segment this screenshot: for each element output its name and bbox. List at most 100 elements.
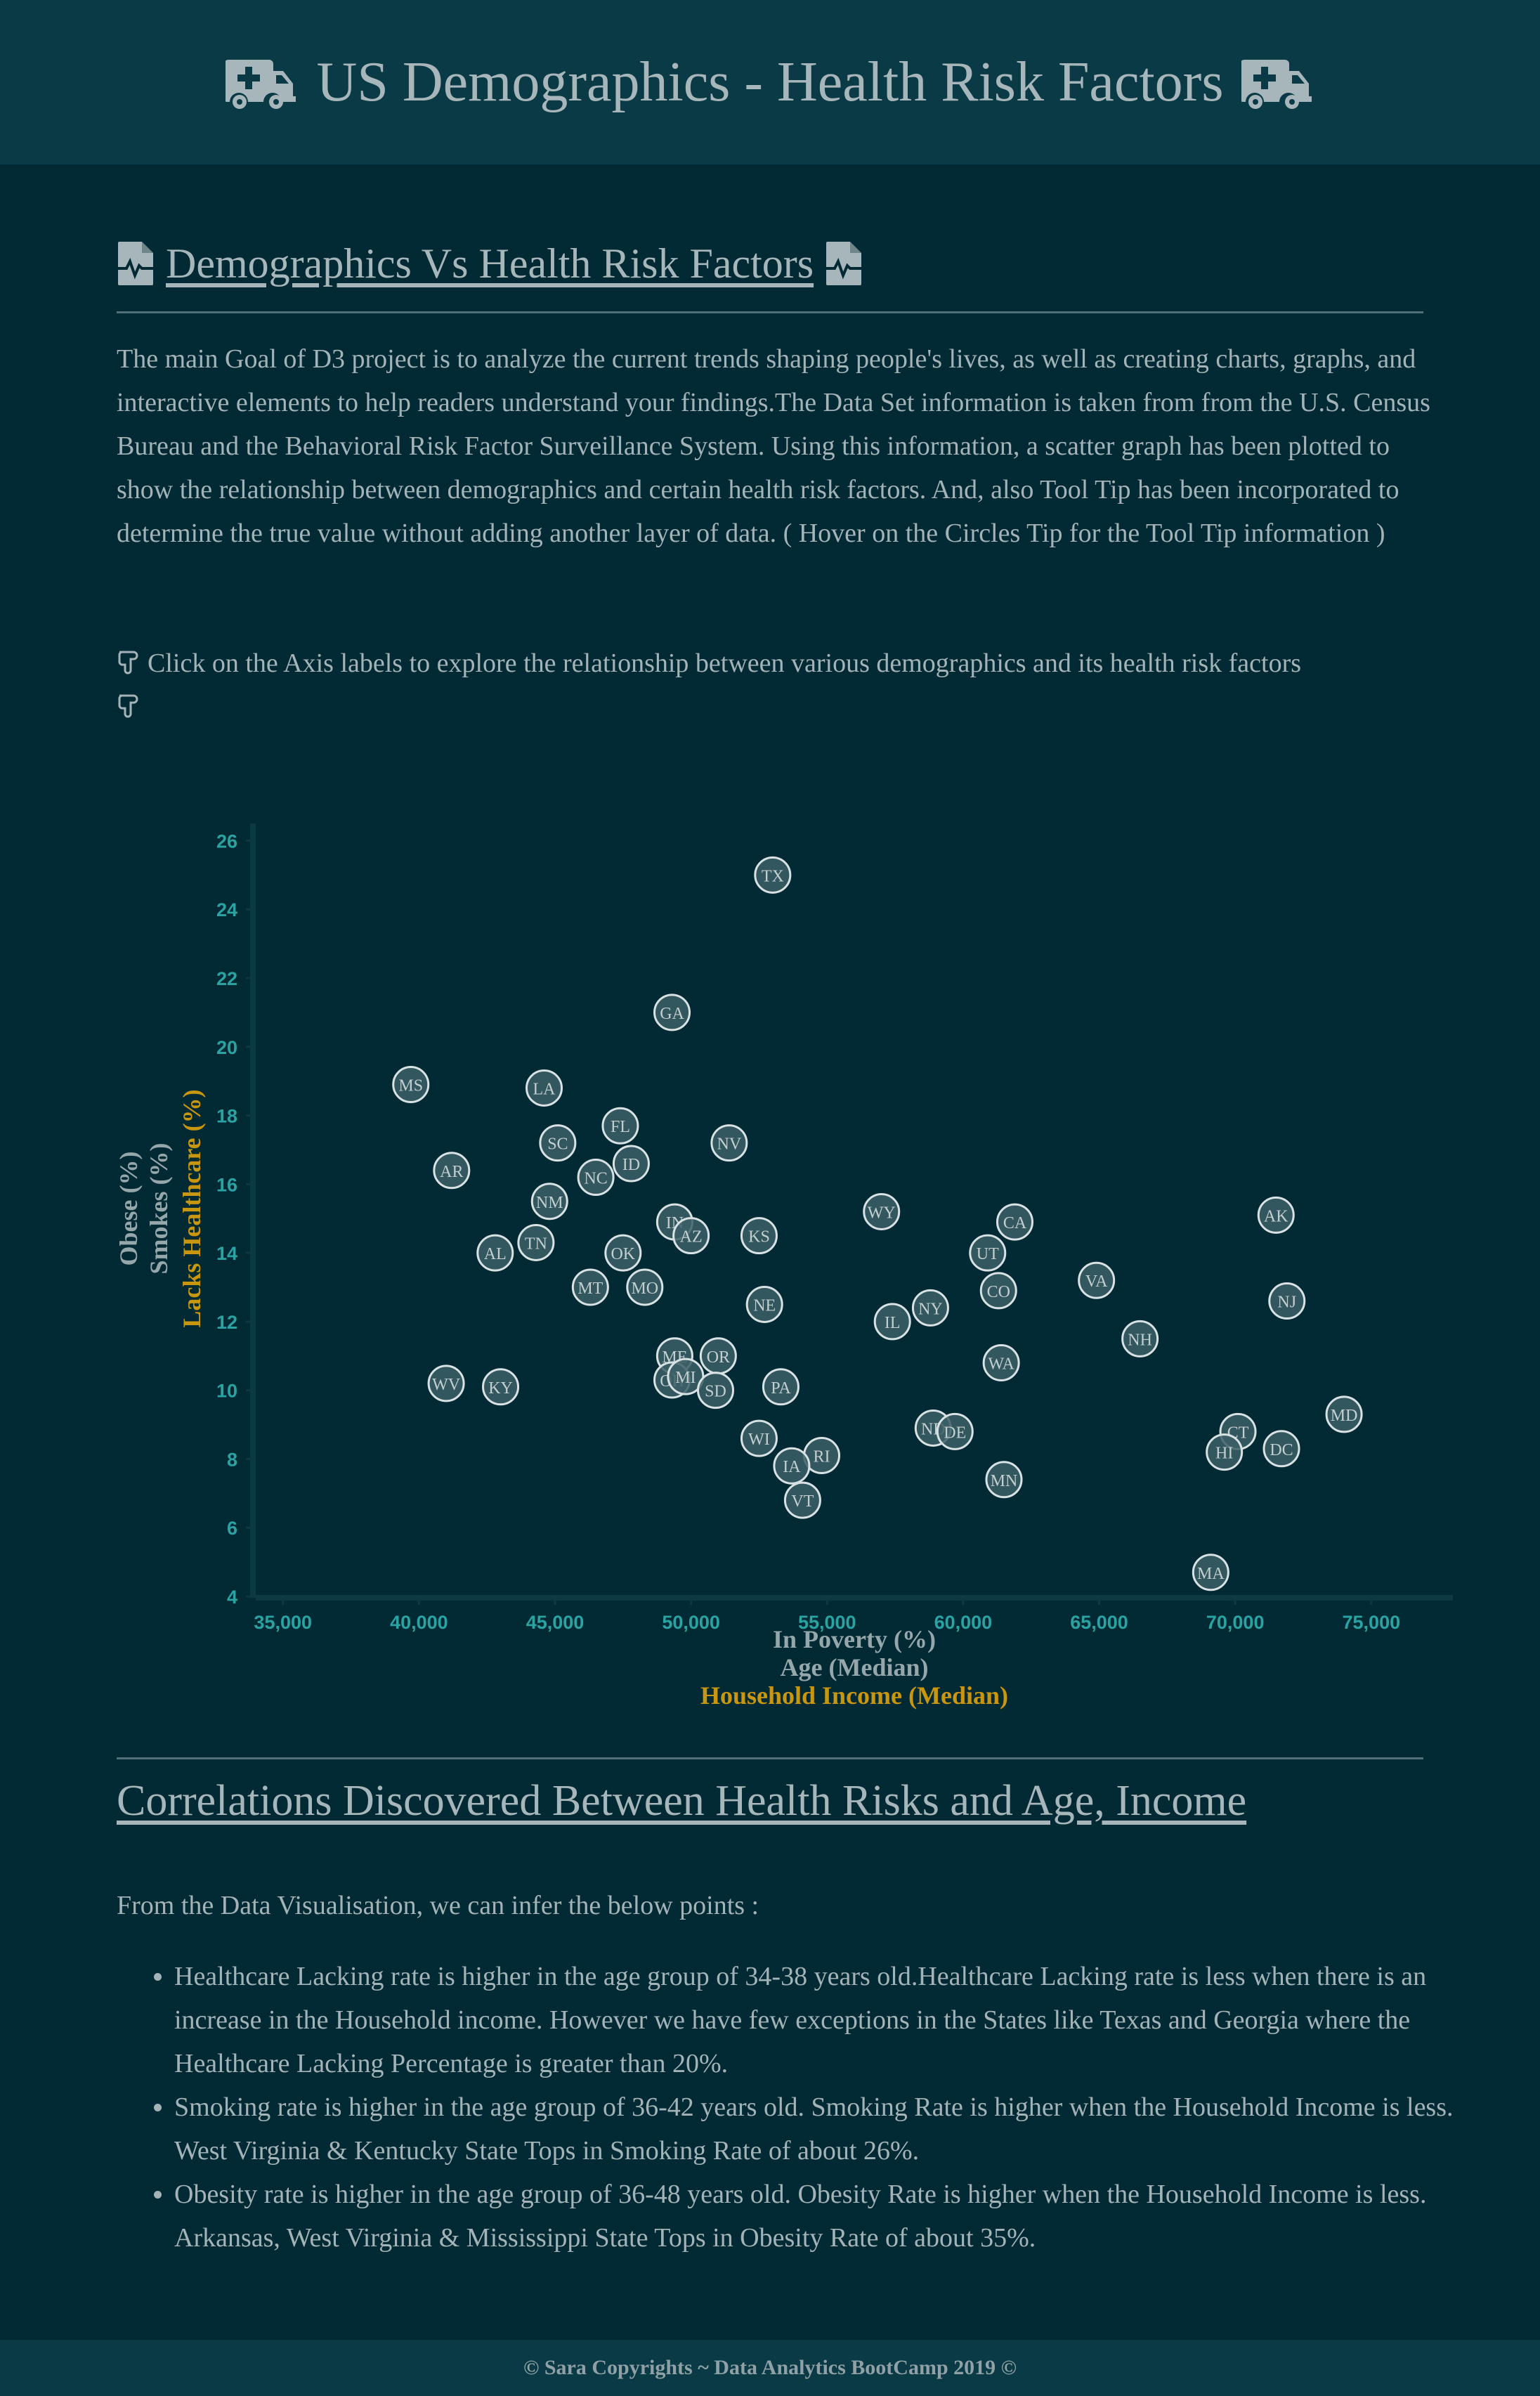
state-marker[interactable] bbox=[1268, 1282, 1306, 1320]
x-axis-label-option[interactable]: Age (Median) bbox=[781, 1653, 929, 1681]
x-axis-label-option[interactable]: Household Income (Median) bbox=[700, 1681, 1008, 1710]
y-tick-label: 14 bbox=[216, 1243, 237, 1264]
y-axis-label-option[interactable]: Lacks Healthcare (%) bbox=[178, 1089, 206, 1327]
state-marker[interactable] bbox=[1325, 1395, 1363, 1433]
state-label: SC bbox=[547, 1135, 568, 1154]
state-label: VA bbox=[1085, 1272, 1108, 1291]
state-label: FL bbox=[611, 1118, 630, 1136]
state-marker[interactable] bbox=[754, 856, 792, 894]
x-tick-label: 60,000 bbox=[934, 1612, 993, 1633]
state-marker[interactable] bbox=[1121, 1320, 1159, 1357]
state-marker[interactable] bbox=[996, 1203, 1033, 1241]
state-marker[interactable] bbox=[762, 1368, 800, 1406]
x-tick-label: 50,000 bbox=[662, 1612, 720, 1633]
state-marker[interactable] bbox=[1206, 1433, 1244, 1471]
project-description: The main Goal of D3 project is to analyz… bbox=[117, 344, 1430, 548]
state-label: SD bbox=[705, 1383, 726, 1401]
state-marker[interactable] bbox=[740, 1217, 778, 1255]
ambulance-icon bbox=[1241, 60, 1312, 109]
file-medical-icon bbox=[825, 242, 863, 285]
divider bbox=[117, 311, 1423, 313]
state-marker[interactable] bbox=[604, 1234, 642, 1272]
state-marker[interactable] bbox=[672, 1217, 710, 1255]
state-label: NV bbox=[717, 1135, 742, 1154]
state-label: AK bbox=[1264, 1207, 1288, 1225]
state-marker[interactable] bbox=[653, 994, 691, 1031]
x-tick-label: 40,000 bbox=[390, 1612, 448, 1633]
state-marker[interactable] bbox=[392, 1066, 430, 1104]
state-label: WA bbox=[988, 1355, 1014, 1374]
y-axis-label-option[interactable]: Obese (%) bbox=[115, 1152, 143, 1266]
y-axis-label-option[interactable]: Smokes (%) bbox=[145, 1143, 173, 1275]
y-tick-label: 22 bbox=[216, 968, 237, 989]
state-marker[interactable] bbox=[710, 1124, 748, 1162]
state-label: IL bbox=[885, 1314, 901, 1332]
state-marker[interactable] bbox=[626, 1268, 664, 1306]
state-marker[interactable] bbox=[526, 1069, 563, 1107]
state-marker[interactable] bbox=[985, 1461, 1023, 1499]
state-marker[interactable] bbox=[1257, 1196, 1295, 1234]
section-title[interactable]: Demographics Vs Health Risk Factors bbox=[166, 240, 814, 287]
state-label: AZ bbox=[680, 1228, 703, 1246]
state-label: DC bbox=[1270, 1441, 1293, 1459]
x-axis-label-option[interactable]: In Poverty (%) bbox=[773, 1625, 936, 1653]
state-marker[interactable] bbox=[433, 1152, 471, 1190]
file-medical-icon bbox=[117, 242, 155, 285]
state-label: WY bbox=[868, 1204, 896, 1222]
y-tick-label: 6 bbox=[227, 1518, 237, 1539]
state-label: OR bbox=[707, 1348, 730, 1367]
state-label: IA bbox=[783, 1458, 801, 1476]
y-tick-label: 18 bbox=[216, 1106, 237, 1127]
state-marker[interactable] bbox=[740, 1419, 778, 1457]
correlations-intro: From the Data Visualisation, we can infe… bbox=[117, 1891, 759, 1920]
state-marker[interactable] bbox=[911, 1289, 949, 1327]
state-marker[interactable] bbox=[612, 1145, 650, 1183]
state-marker[interactable] bbox=[577, 1159, 615, 1197]
state-marker[interactable] bbox=[1262, 1430, 1300, 1468]
state-marker[interactable] bbox=[696, 1372, 734, 1409]
state-marker[interactable] bbox=[539, 1124, 577, 1162]
state-label: NY bbox=[918, 1300, 943, 1318]
state-marker[interactable] bbox=[863, 1192, 901, 1230]
footer: © Sara Copyrights ~ Data Analytics BootC… bbox=[0, 2340, 1540, 2396]
state-label: NC bbox=[584, 1170, 607, 1188]
y-tick-label: 4 bbox=[227, 1587, 237, 1608]
state-marker[interactable] bbox=[783, 1481, 821, 1519]
state-marker[interactable] bbox=[517, 1223, 555, 1261]
y-tick-label: 26 bbox=[216, 831, 237, 852]
state-marker[interactable] bbox=[1078, 1261, 1116, 1299]
state-marker[interactable] bbox=[571, 1268, 609, 1306]
state-label: NE bbox=[753, 1296, 776, 1315]
state-label: HI bbox=[1215, 1445, 1233, 1463]
page-title: US Demographics - Health Risk Factors bbox=[316, 51, 1224, 113]
list-item: Healthcare Lacking rate is higher in the… bbox=[174, 1955, 1495, 2085]
state-marker[interactable] bbox=[936, 1412, 974, 1450]
state-marker[interactable] bbox=[773, 1447, 811, 1485]
state-marker[interactable] bbox=[530, 1183, 568, 1220]
state-label: MN bbox=[991, 1472, 1018, 1490]
state-marker[interactable] bbox=[969, 1234, 1007, 1272]
state-label: OK bbox=[611, 1245, 635, 1263]
state-label: TX bbox=[762, 867, 784, 885]
state-label: NH bbox=[1128, 1331, 1152, 1349]
state-marker[interactable] bbox=[601, 1107, 639, 1145]
hand-point-right-icon bbox=[118, 651, 138, 675]
state-marker[interactable] bbox=[476, 1234, 514, 1272]
page-header: US Demographics - Health Risk Factors bbox=[0, 0, 1540, 164]
state-marker[interactable] bbox=[873, 1303, 911, 1341]
section-header: Demographics Vs Health Risk Factors bbox=[117, 225, 1423, 302]
list-item: Obesity rate is higher in the age group … bbox=[174, 2173, 1495, 2260]
state-marker[interactable] bbox=[745, 1285, 783, 1323]
state-label: DE bbox=[944, 1424, 966, 1442]
state-marker[interactable] bbox=[1192, 1554, 1229, 1591]
correlations-title[interactable]: Correlations Discovered Between Health R… bbox=[117, 1777, 1247, 1825]
state-label: NM bbox=[536, 1194, 563, 1212]
state-marker[interactable] bbox=[982, 1344, 1020, 1382]
x-tick-label: 70,000 bbox=[1206, 1612, 1265, 1633]
state-label: MI bbox=[675, 1369, 696, 1387]
state-marker[interactable] bbox=[482, 1368, 520, 1406]
y-tick-label: 10 bbox=[216, 1381, 237, 1402]
state-marker[interactable] bbox=[979, 1272, 1017, 1310]
hand-point-right-icon bbox=[118, 694, 138, 718]
state-marker[interactable] bbox=[427, 1365, 465, 1402]
